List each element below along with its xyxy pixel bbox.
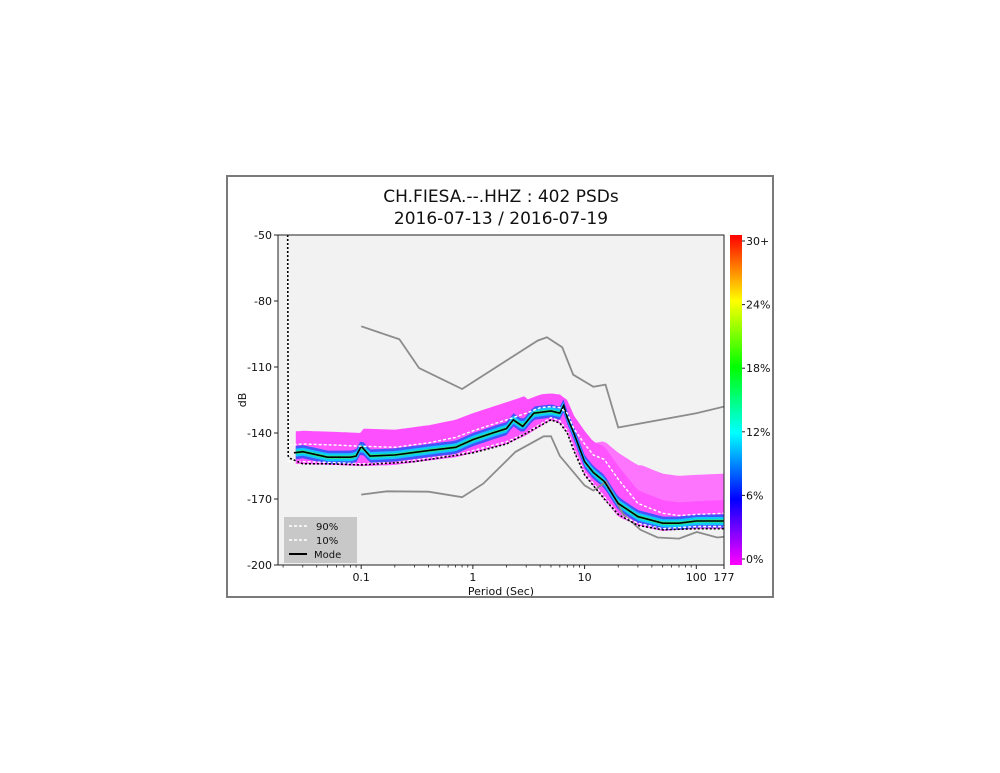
colorbar-tick-label: 30+	[746, 235, 769, 248]
y-tick-label: -200	[247, 559, 272, 572]
legend-label: Mode	[314, 550, 341, 561]
x-tick-label: 0.1	[352, 571, 370, 584]
density-band-mid	[295, 399, 724, 530]
series-nhnm-line	[360, 325, 724, 429]
y-axis-label: dB	[236, 393, 249, 408]
chart-title: CH.FIESA.--.HHZ : 402 PSDs	[383, 187, 619, 207]
x-tick-label: 1	[469, 571, 476, 584]
colorbar-tick-label: 18%	[746, 362, 770, 375]
y-tick-label: -110	[247, 361, 272, 374]
series-p10-line	[287, 416, 724, 530]
psd-chart: CH.FIESA.--.HHZ : 402 PSDs 2016-07-13 / …	[236, 187, 770, 596]
series-nlnm-line	[361, 435, 724, 540]
psd-density-cloud	[295, 393, 724, 531]
y-tick-label: -170	[247, 493, 272, 506]
y-tick-label: -80	[254, 295, 272, 308]
y-tick-label: -140	[247, 427, 272, 440]
legend-label: 10%	[316, 536, 338, 547]
colorbar: 30+ 24% 18% 12% 6% 0%	[723, 235, 770, 566]
density-band-core	[295, 402, 724, 528]
colorbar-tick-label: 12%	[746, 426, 770, 439]
colorbar-gradient	[730, 235, 742, 565]
colorbar-tick-label: 0%	[746, 553, 763, 566]
legend-label: 90%	[316, 522, 338, 533]
x-tick-label: 100	[686, 571, 707, 584]
x-tick-label: 177	[714, 571, 735, 584]
series-min-line	[286, 235, 724, 531]
legend: 90% 10% Mode	[284, 517, 357, 563]
x-axis: 0.1 1 10 100 177	[282, 565, 735, 584]
colorbar-tick-label: 24%	[746, 299, 770, 312]
colorbar-tick-label: 6%	[746, 489, 763, 502]
chart-subtitle: 2016-07-13 / 2016-07-19	[394, 209, 608, 229]
figure-frame: CH.FIESA.--.HHZ : 402 PSDs 2016-07-13 / …	[226, 175, 774, 598]
series-p90-line	[287, 235, 724, 517]
x-tick-label: 10	[578, 571, 592, 584]
x-axis-label: Period (Sec)	[468, 585, 534, 596]
series-mode-line	[293, 403, 724, 524]
y-tick-label: -50	[254, 229, 272, 242]
y-axis: -50 -80 -110 -140 -170 -200	[247, 229, 278, 572]
